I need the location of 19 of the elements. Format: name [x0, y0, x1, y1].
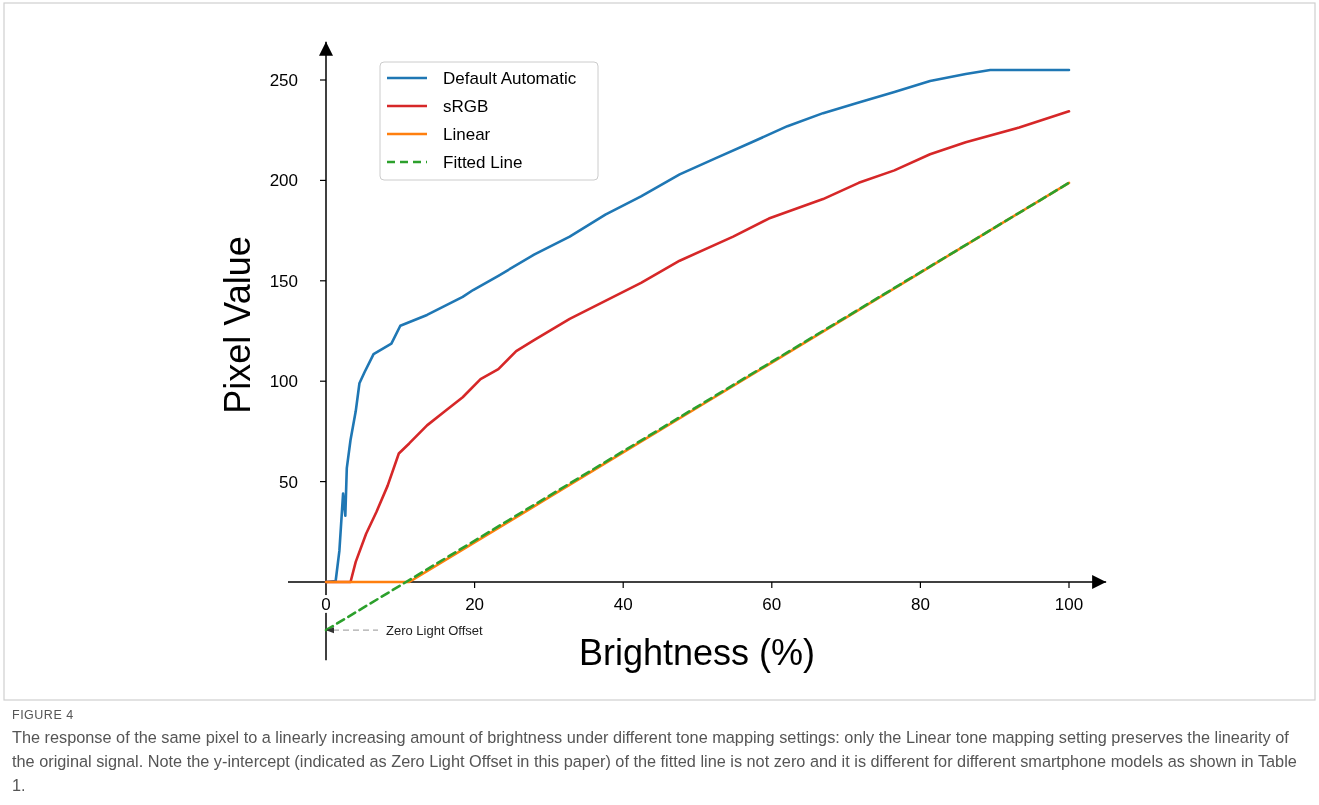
x-tick-label: 100	[1054, 595, 1084, 614]
text: The response of the same pixel to a linearly increasing amount of brightness under different tone mapping settings: only the Linear tone mapping setting preserves the linearity of the original signal. Note the y-intercept (indicated as Zero Light Offset in this paper) of the fitted line is not zero and it is different for different smartphone models as shown in Table 1.	[12, 727, 1298, 796]
y-tick-label: 200	[269, 171, 298, 191]
caption: FIGURE 4	[12, 708, 74, 722]
legend-label: sRGB	[443, 97, 489, 116]
y-tick-label: 50	[279, 472, 298, 492]
annotation: Zero Light Offset	[386, 623, 483, 639]
legend-label: Fitted Line	[443, 153, 523, 172]
y-axis-title: Pixel Value	[217, 236, 258, 414]
x-tick-label: 80	[910, 595, 930, 614]
x-tick-label: 20	[465, 595, 485, 614]
legend-label: Linear	[443, 125, 491, 144]
x-axis-title: Brightness (%)	[578, 632, 816, 673]
legend-label: Default Automatic	[443, 69, 577, 88]
y-tick-label: 100	[269, 372, 298, 392]
y-tick-label: 150	[269, 271, 298, 291]
x-tick-label: 60	[762, 595, 782, 614]
y-tick-label: 250	[269, 71, 298, 90]
x-tick-label: 40	[613, 595, 633, 614]
